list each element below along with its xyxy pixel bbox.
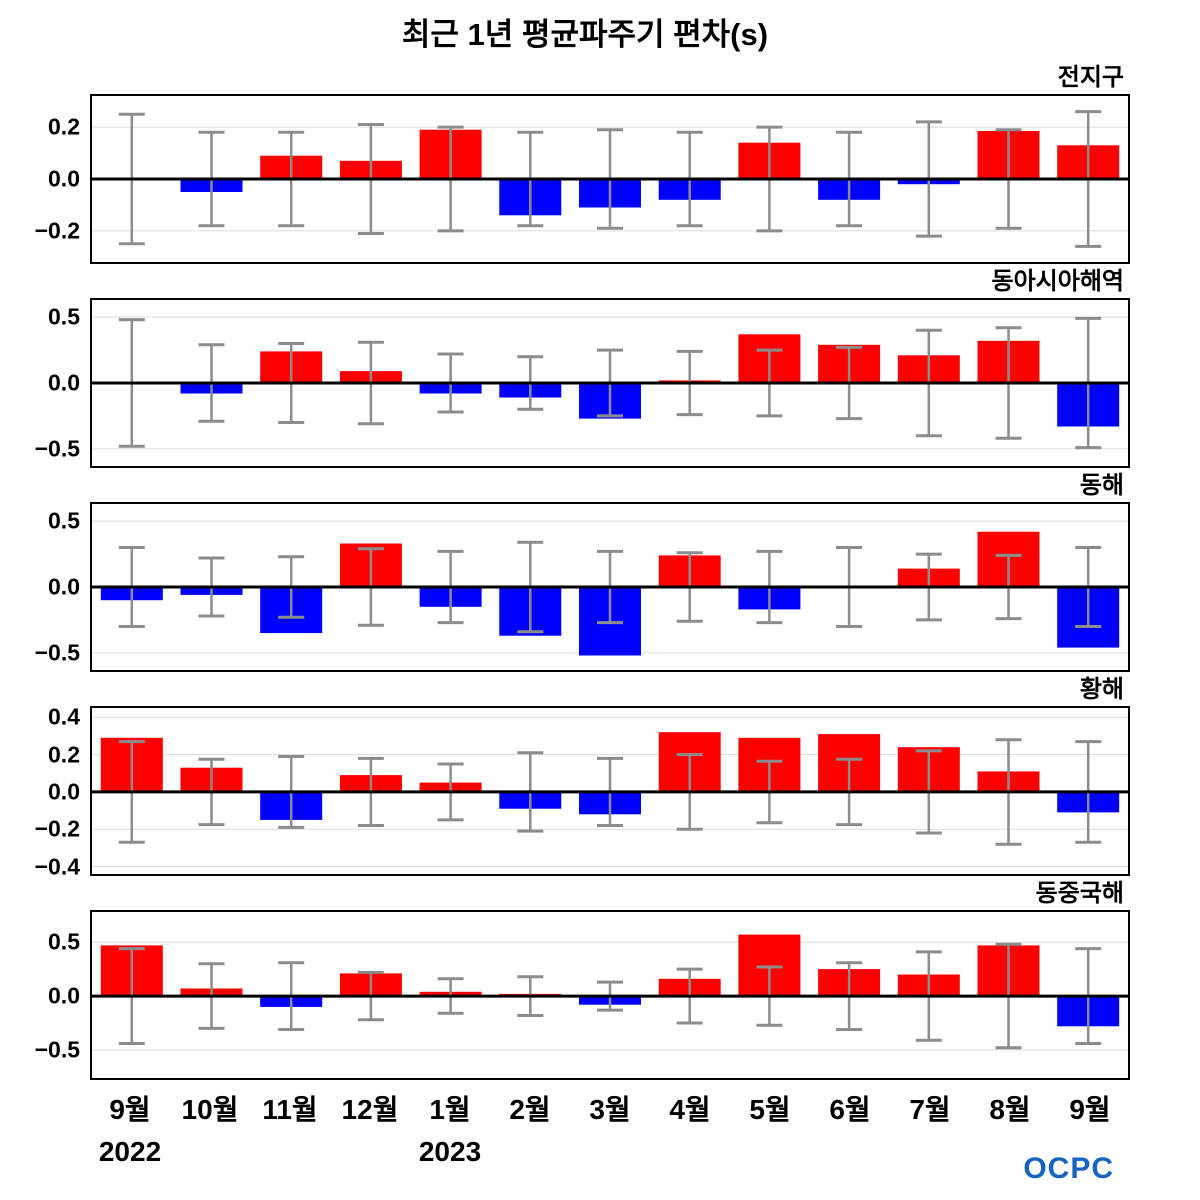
panel-east-asia-seas: 동아시아해역 0.5 0.0 −0.5 bbox=[0, 266, 1130, 468]
y-tick-label: 0.5 bbox=[48, 507, 80, 534]
y-axis-tick-labels: 0.5 0.0 −0.5 bbox=[0, 502, 90, 672]
y-tick-label: 0.0 bbox=[48, 165, 80, 192]
panel-svg bbox=[92, 520, 1128, 656]
x-tick-label: 11월 bbox=[262, 1094, 318, 1125]
y-tick-label: 0.5 bbox=[48, 928, 80, 955]
x-axis: 9월 10월 11월 12월 1월 2월 3월 4월 5월 6월 7월 8월 9월 bbox=[0, 1088, 1130, 1128]
panel-label: 황해 bbox=[1079, 676, 1124, 703]
panel-yellow-sea: 황해 0.4 0.2 0.0 −0.2 −0.4 bbox=[0, 674, 1130, 879]
y-tick-label: −0.2 bbox=[34, 815, 80, 842]
y-tick-label: 0.0 bbox=[48, 573, 80, 600]
x-tick-label: 10월 bbox=[181, 1094, 239, 1125]
panel-svg bbox=[92, 934, 1128, 1051]
x-axis-spacer bbox=[0, 1088, 90, 1128]
chart-title: 최근 1년 평균파주기 편차(s) bbox=[401, 17, 769, 52]
x-axis-labels: 9월 10월 11월 12월 1월 2월 3월 4월 5월 6월 7월 8월 9월 bbox=[90, 1088, 1130, 1128]
ocpc-logo: OCPC bbox=[1023, 1152, 1114, 1185]
x-tick-label: 2월 bbox=[509, 1094, 551, 1125]
panel-svg bbox=[92, 716, 1128, 867]
year-label: 2022 bbox=[98, 1136, 162, 1167]
year-label: 2023 bbox=[418, 1136, 482, 1167]
x-tick-label: 9월 bbox=[1069, 1094, 1111, 1125]
x-tick-label: 8월 bbox=[989, 1094, 1031, 1125]
y-axis-tick-labels: 0.5 0.0 −0.5 bbox=[0, 910, 90, 1080]
y-axis-tick-labels: 0.5 0.0 −0.5 bbox=[0, 298, 90, 468]
panel-label: 동중국해 bbox=[1035, 880, 1124, 907]
y-tick-label: 0.0 bbox=[48, 369, 80, 396]
y-tick-label: −0.5 bbox=[34, 435, 80, 462]
y-tick-label: −0.4 bbox=[34, 853, 80, 880]
panel-east-china-sea: 동중국해 0.5 0.0 −0.5 bbox=[0, 878, 1130, 1080]
year-labels: 2022 2023 bbox=[0, 1130, 1130, 1174]
panel-east-sea: 동해 0.5 0.0 −0.5 bbox=[0, 470, 1130, 672]
x-tick-label: 5월 bbox=[749, 1094, 791, 1125]
x-tick-label: 4월 bbox=[669, 1094, 711, 1125]
panel-label: 동해 bbox=[1079, 472, 1124, 499]
plot-area bbox=[90, 706, 1130, 876]
y-tick-label: 0.0 bbox=[48, 778, 80, 805]
panel-label: 동아시아해역 bbox=[991, 268, 1124, 295]
y-tick-label: 0.2 bbox=[48, 741, 80, 768]
x-tick-label: 7월 bbox=[909, 1094, 951, 1125]
plot-area bbox=[90, 298, 1130, 468]
plot-area bbox=[90, 502, 1130, 672]
y-tick-label: 0.2 bbox=[48, 113, 80, 140]
y-tick-label: −0.5 bbox=[34, 639, 80, 666]
y-tick-label: 0.0 bbox=[48, 982, 80, 1009]
panel-svg bbox=[92, 110, 1128, 248]
x-tick-label: 3월 bbox=[589, 1094, 631, 1125]
y-axis-tick-labels: 0.2 0.0 −0.2 bbox=[0, 94, 90, 264]
x-tick-label: 12월 bbox=[341, 1094, 399, 1125]
x-tick-label: 1월 bbox=[429, 1094, 471, 1125]
x-tick-label: 6월 bbox=[829, 1094, 871, 1125]
panel-label: 전지구 bbox=[1057, 64, 1124, 91]
plot-area bbox=[90, 94, 1130, 264]
y-axis-tick-labels: 0.4 0.2 0.0 −0.2 −0.4 bbox=[0, 703, 90, 879]
y-tick-label: −0.2 bbox=[34, 217, 80, 244]
y-tick-label: 0.5 bbox=[48, 303, 80, 330]
y-tick-label: 0.4 bbox=[48, 703, 80, 730]
panel-global: 전지구 0.2 0.0 −0.2 bbox=[0, 62, 1130, 264]
plot-area bbox=[90, 910, 1130, 1080]
panel-svg bbox=[92, 316, 1128, 450]
x-tick-label: 9월 bbox=[109, 1094, 151, 1125]
panels-container: 전지구 0.2 0.0 −0.2 동아시아해역 0.5 0.0 −0.5 동해 0.5 0… bbox=[0, 62, 1130, 1080]
y-tick-label: −0.5 bbox=[34, 1036, 80, 1063]
